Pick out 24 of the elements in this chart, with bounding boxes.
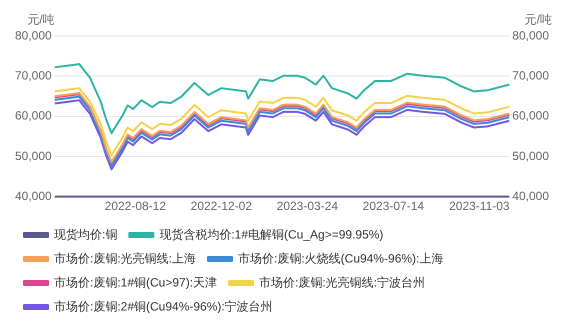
y2-tick-label: 70,000 [512, 68, 550, 82]
legend-label: 市场价:废铜:1#铜(Cu>97):天津 [54, 275, 218, 290]
y2-tick-label: 50,000 [512, 148, 550, 163]
x-tick-label: 2022-12-02 [190, 199, 252, 214]
legend-label: 市场价:废铜:光亮铜线:宁波台州 [259, 275, 426, 290]
y2-tick-label: 40,000 [512, 188, 550, 203]
legend-label: 市场价:废铜:光亮铜线:上海 [54, 251, 196, 266]
y-tick-label: 70,000 [15, 68, 52, 82]
x-tick-label: 2023-11-03 [449, 199, 510, 214]
legend-label: 市场价:废铜:2#铜(Cu94%-96%):宁波台州 [54, 299, 273, 314]
legend-label: 现货含税均价:1#电解铜(Cu_Ag>=99.95%) [159, 227, 384, 242]
y-tick-label: 80,000 [15, 28, 52, 42]
x-tick-label: 2023-03-24 [276, 199, 338, 214]
y2-tick-label: 80,000 [512, 28, 550, 42]
y-axis-title: 元/吨 [27, 12, 55, 26]
y-tick-label: 60,000 [15, 108, 52, 123]
y2-tick-label: 60,000 [512, 108, 550, 123]
y2-axis-title: 元/吨 [524, 12, 552, 26]
y-tick-label: 50,000 [15, 148, 52, 163]
x-tick-label: 2022-08-12 [104, 199, 166, 214]
legend-label: 市场价:废铜:火烧线(Cu94%-96%):上海 [238, 251, 444, 266]
x-tick-label: 2023-07-14 [362, 199, 424, 214]
y-tick-label: 40,000 [15, 188, 52, 203]
legend-label: 现货均价:铜 [54, 227, 118, 242]
